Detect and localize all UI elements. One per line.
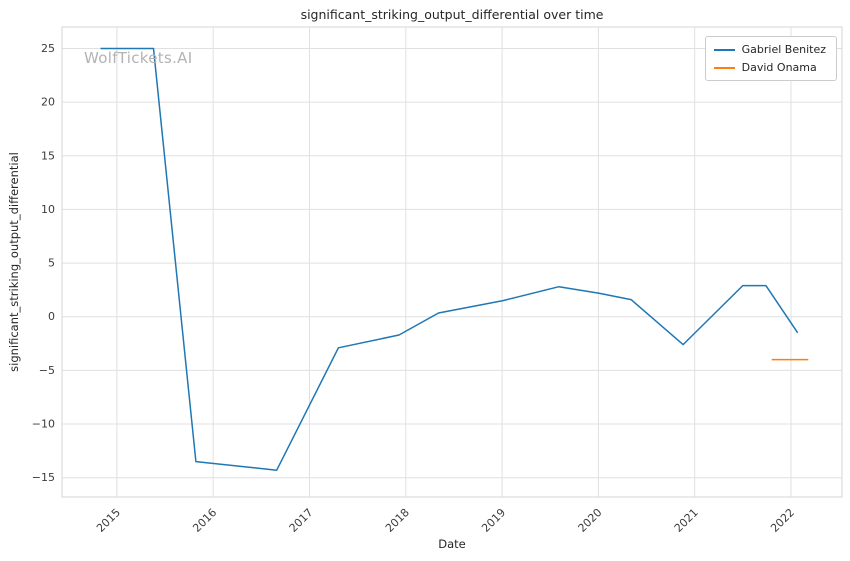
x-tick-label: 2015 xyxy=(94,506,123,535)
y-tick-label: −5 xyxy=(39,364,55,377)
chart-title: significant_striking_output_differential… xyxy=(300,7,604,22)
x-tick-label: 2021 xyxy=(672,506,701,535)
legend-line-swatch xyxy=(713,66,735,69)
y-tick-label: −10 xyxy=(32,418,55,431)
series-line-gabriel-benitez xyxy=(100,47,799,471)
series-lines xyxy=(100,47,809,471)
y-tick-label: 25 xyxy=(41,42,55,55)
legend-item: David Onama xyxy=(713,61,826,74)
x-tick-label: 2017 xyxy=(287,506,316,535)
x-tick-label: 2022 xyxy=(768,506,797,535)
x-tick-label: 2020 xyxy=(576,506,605,535)
y-tick-label: −15 xyxy=(32,471,55,484)
grid-lines xyxy=(62,27,842,497)
y-tick-labels: −15 −10 −5 0 5 10 15 20 25 xyxy=(32,42,55,484)
plot-border xyxy=(61,26,843,498)
y-tick-label: 0 xyxy=(48,310,55,323)
y-tick-label: 10 xyxy=(41,203,55,216)
legend-label: Gabriel Benitez xyxy=(741,43,826,56)
y-tick-label: 15 xyxy=(41,149,55,162)
y-tick-label: 20 xyxy=(41,96,55,109)
x-axis-label: Date xyxy=(438,537,466,551)
x-tick-label: 2018 xyxy=(383,506,412,535)
y-tick-label: 5 xyxy=(48,257,55,270)
x-tick-label: 2019 xyxy=(479,506,508,535)
legend: Gabriel Benitez David Onama xyxy=(704,36,837,81)
watermark: WolfTickets.AI xyxy=(84,49,193,67)
legend-line-swatch xyxy=(713,48,735,51)
legend-label: David Onama xyxy=(741,61,817,74)
x-tick-labels: 2015 2016 2017 2018 2019 2020 2021 2022 xyxy=(94,506,797,535)
legend-item: Gabriel Benitez xyxy=(713,43,826,56)
x-tick-label: 2016 xyxy=(190,506,219,535)
